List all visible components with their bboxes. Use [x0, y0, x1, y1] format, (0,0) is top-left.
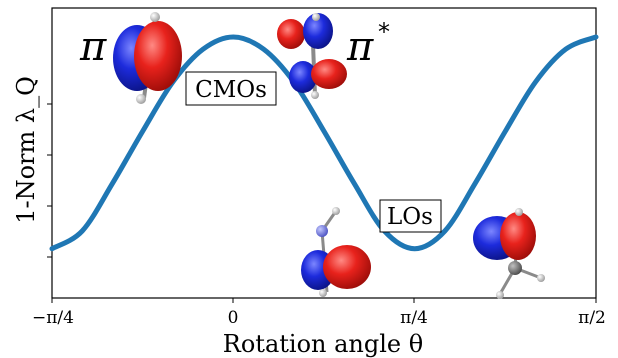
series-line: [49, 34, 599, 252]
cmos-label-box: [185, 71, 277, 106]
x-axis: −π/4 0 π/4 π/2: [32, 298, 606, 328]
pi-label: π: [79, 24, 107, 70]
orbital-pi-image: [113, 12, 182, 104]
x-tick-label: −π/4: [32, 308, 74, 328]
cmos-label: CMOs: [195, 77, 267, 103]
pi-star-label: π: [346, 24, 374, 70]
los-label-box: [379, 199, 442, 233]
orbital-pi-star-image: [277, 13, 347, 99]
x-tick-label: 0: [228, 308, 239, 328]
y-axis-title: 1-Norm λ_Q: [12, 76, 40, 224]
orbital-lo-1-image: [301, 207, 371, 297]
orbital-lo-2-image: [473, 208, 545, 299]
x-axis-title: Rotation angle θ: [223, 330, 423, 358]
plot-area-frame: [51, 7, 597, 299]
x-tick-label: π/2: [578, 308, 606, 328]
los-label: LOs: [387, 204, 433, 230]
pi-star-superscript: *: [378, 18, 390, 46]
y-axis-ticks: [47, 103, 52, 258]
x-tick-label: π/4: [400, 308, 428, 328]
